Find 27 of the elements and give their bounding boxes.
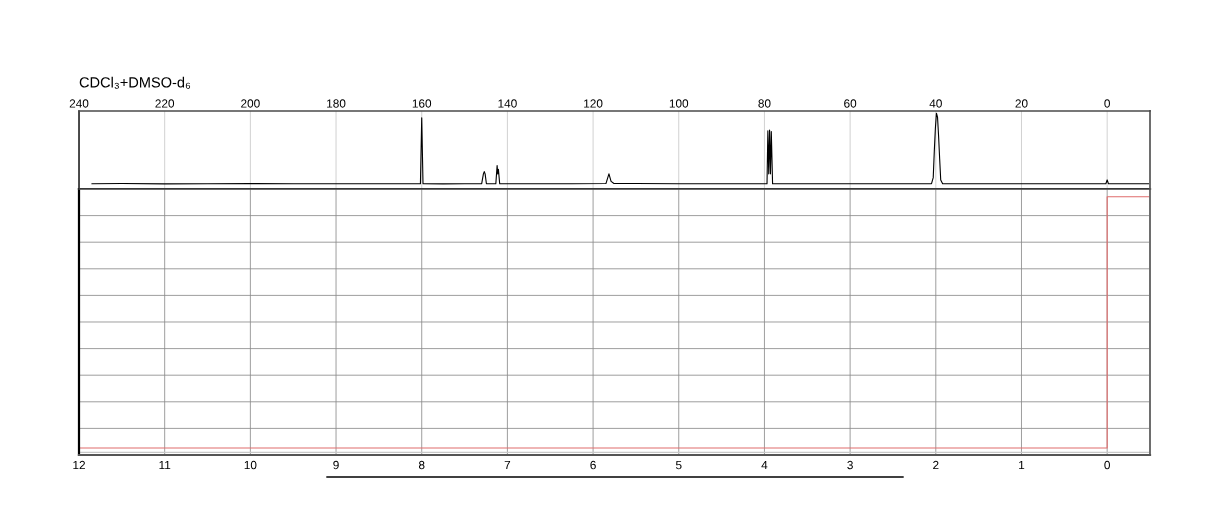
- x-tick-label: 20: [1015, 99, 1028, 108]
- x-tick-label: 160: [412, 99, 432, 108]
- x-tick-label: 2: [933, 460, 939, 470]
- x-tick-label: 240: [69, 99, 89, 108]
- x-tick-label: 220: [155, 99, 175, 108]
- x-tick-label: 0: [1104, 460, 1110, 470]
- x-tick-label: 140: [498, 99, 517, 108]
- x-tick-label: 100: [669, 99, 689, 108]
- x-tick-label: 120: [584, 99, 603, 108]
- x-tick-label: 40: [929, 99, 942, 108]
- x-tick-label: 10: [244, 460, 257, 470]
- x-tick-label: 11: [159, 460, 171, 470]
- x-tick-label: 1: [1019, 460, 1025, 470]
- x-tick-label: 7: [504, 460, 511, 470]
- x-tick-label: 6: [590, 460, 596, 470]
- x-tick-label: 5: [675, 460, 682, 470]
- x-tick-label: 0: [1104, 99, 1110, 108]
- x-tick-label: 12: [73, 460, 85, 470]
- x-tick-label: 4: [761, 460, 768, 470]
- x-tick-label: 180: [327, 99, 346, 108]
- chart-title: CDCl₃+DMSO-d₆: [79, 76, 191, 89]
- x-tick-label: 200: [241, 99, 260, 108]
- x-tick-label: 60: [844, 99, 857, 108]
- x-tick-label: 9: [333, 460, 339, 470]
- x-tick-label: 8: [418, 460, 425, 470]
- x-tick-label: 80: [758, 99, 771, 108]
- x-tick-label: 3: [847, 460, 853, 470]
